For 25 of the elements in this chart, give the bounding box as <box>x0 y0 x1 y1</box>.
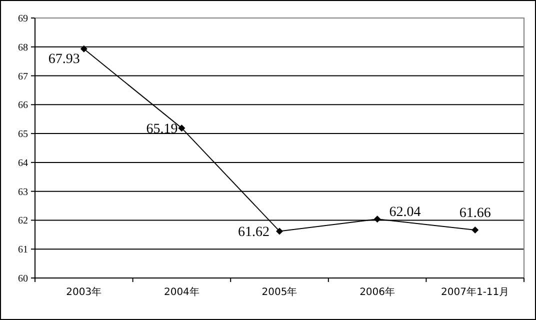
x-tick-label: 2007年1-11月 <box>441 286 510 298</box>
y-tick-label: 64 <box>18 158 28 169</box>
x-tick-label: 2006年 <box>360 286 396 298</box>
y-tick-label: 65 <box>18 129 28 140</box>
data-label: 61.66 <box>459 206 491 222</box>
y-tick-label: 68 <box>18 42 28 54</box>
data-label: 67.93 <box>48 52 80 67</box>
y-tick-label: 66 <box>18 100 28 112</box>
point <box>472 226 479 234</box>
x-tick-label: 2004年 <box>164 286 200 298</box>
y-tick-label: 62 <box>18 216 28 227</box>
y-tick-label: 60 <box>18 274 28 284</box>
x-tick-label: 2003年 <box>66 286 102 298</box>
data-label: 65.19 <box>146 122 178 138</box>
point <box>276 228 283 235</box>
data-label: 62.04 <box>389 205 421 220</box>
point <box>374 216 381 223</box>
y-tick-label: 61 <box>18 244 28 256</box>
y-tick-label: 63 <box>18 186 28 198</box>
y-tick-label: 67 <box>18 71 28 82</box>
x-tick-label: 2005年 <box>262 286 298 298</box>
point <box>80 45 88 52</box>
y-tick-label: 69 <box>18 14 28 24</box>
point <box>178 124 186 132</box>
data-label: 61.62 <box>238 225 270 240</box>
